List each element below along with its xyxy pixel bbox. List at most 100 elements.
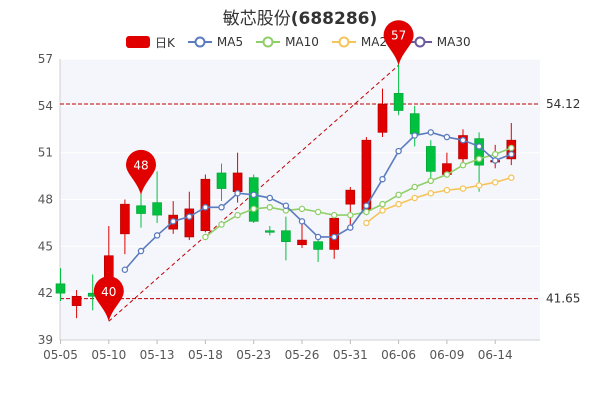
y-tick-label: 54 [38, 99, 53, 113]
ma10-point [508, 144, 515, 152]
marker-label: 57 [391, 29, 406, 43]
ref-label-low: 41.65 [546, 292, 580, 306]
ma10-point [427, 177, 435, 185]
ma20-line [365, 176, 512, 224]
ma5-point [169, 218, 177, 225]
ma10-point [266, 204, 274, 211]
candle-body [71, 295, 82, 306]
ma10-point [330, 211, 338, 219]
legend-item-kline[interactable]: 日K [125, 34, 175, 51]
ma5-point [491, 157, 499, 164]
candle-body [425, 146, 436, 172]
ref-label-high: 54.12 [546, 97, 580, 111]
ma10-point [411, 183, 418, 191]
ma10-point [395, 191, 402, 199]
ma10-point [234, 211, 241, 219]
x-tick-label: 06-14 [478, 348, 513, 362]
x-tick-label: 05-18 [188, 348, 223, 362]
y-tick-label: 48 [38, 193, 53, 207]
ma10-point [298, 205, 306, 213]
ma20-point [363, 219, 370, 227]
candle-body [152, 202, 162, 216]
ma5-point [363, 202, 370, 209]
ma20-point [508, 174, 515, 181]
ma30-legend-icon [407, 36, 432, 48]
y-tick-label: 42 [38, 286, 53, 300]
candle-body [377, 103, 388, 133]
x-tick-label: 05-26 [285, 348, 320, 362]
ma5-point [314, 233, 322, 241]
marker-pin-shape [383, 20, 414, 66]
ma5-point [202, 204, 209, 211]
ma5-point [234, 190, 241, 197]
ma5-point [427, 129, 435, 136]
ma5-point [411, 132, 418, 139]
stock-name: 敏芯股份 [222, 9, 291, 29]
legend-item-ma30[interactable]: MA30 [407, 34, 471, 50]
candle-down [136, 193, 146, 228]
y-tick-label: 45 [38, 239, 53, 253]
ma5-point [459, 136, 467, 144]
marker-label: 40 [101, 285, 116, 299]
ma20-point [491, 179, 499, 186]
ma5-point [121, 266, 129, 273]
candle-body [409, 113, 420, 135]
ma5-point [298, 218, 306, 225]
ma20-point [459, 185, 467, 192]
kline-legend-icon [126, 36, 150, 48]
ma10-point [202, 233, 209, 241]
ma20-point [443, 186, 451, 194]
marker-label: 48 [133, 158, 148, 172]
candle-up [377, 88, 388, 138]
candle-down [264, 226, 275, 236]
ma5-point [186, 213, 193, 220]
candle-body [232, 172, 243, 192]
ma5-point [330, 233, 338, 241]
y-tick-label: 51 [38, 146, 53, 160]
ma5-point [443, 133, 451, 141]
ma20-point [395, 200, 402, 208]
candle-down [313, 236, 323, 262]
marker-pin-shape [93, 276, 124, 322]
x-tick-label: 05-10 [91, 348, 126, 362]
candle-body [474, 138, 484, 166]
candle-body [345, 189, 356, 205]
legend-label-ma10: MA10 [285, 35, 319, 49]
ma5-point [218, 204, 225, 211]
x-tick-label: 06-09 [429, 348, 464, 362]
ma5-point [379, 175, 386, 183]
ma20-point [427, 190, 435, 197]
candle-body [313, 241, 323, 250]
candle-body [55, 283, 66, 294]
x-tick-label: 05-23 [236, 348, 271, 362]
ma10-point [218, 221, 225, 228]
ma5-point [250, 191, 257, 199]
candle-up [345, 187, 356, 228]
candle-body [458, 135, 468, 160]
ma5-point [153, 232, 161, 239]
candle-down [281, 216, 291, 261]
candle-up [200, 174, 211, 233]
x-tick-label: 05-31 [333, 348, 368, 362]
marker-pin-shape [126, 149, 156, 195]
ma20-point [475, 182, 483, 189]
ma10-point [491, 150, 499, 158]
ma10-point [459, 161, 467, 169]
candle-up [71, 290, 82, 319]
ma20-point [379, 207, 386, 214]
candle-body [216, 172, 227, 189]
marker-pin: 48 [126, 149, 156, 195]
legend-item-ma10[interactable]: MA10 [255, 34, 319, 50]
ma10-point [314, 208, 322, 216]
legend-item-ma5[interactable]: MA5 [187, 34, 243, 50]
legend-label-ma5: MA5 [216, 35, 244, 49]
x-tick-label: 05-05 [43, 348, 78, 362]
ma5-legend-icon [187, 36, 212, 48]
candle-up [458, 129, 468, 163]
candle-body [104, 255, 114, 280]
ma5-point [475, 143, 483, 150]
ma20-legend-icon [331, 36, 356, 48]
ma10-point [475, 155, 483, 163]
candle-down [55, 268, 66, 301]
x-tick-label: 05-13 [140, 348, 175, 362]
